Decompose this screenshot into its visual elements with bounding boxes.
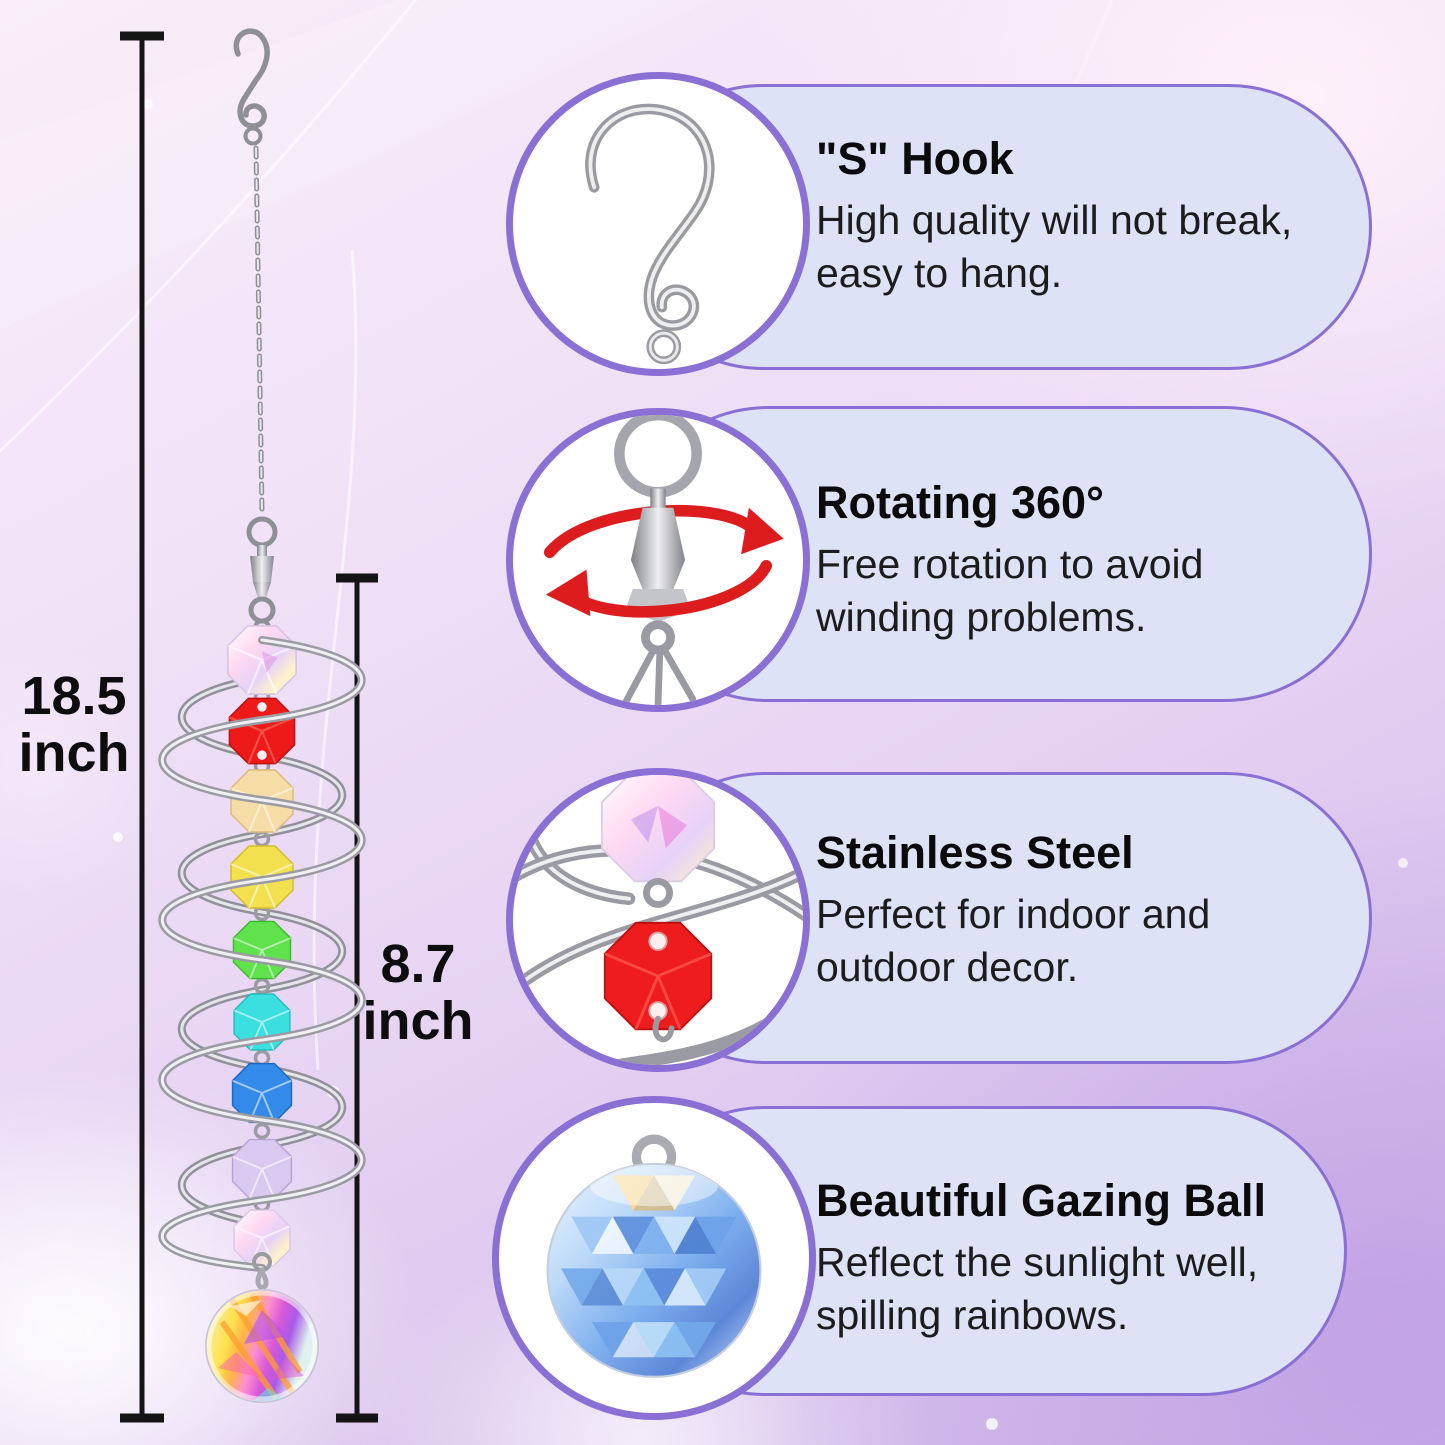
red-crystal-octagon: [603, 921, 713, 1031]
feature-line: Perfect for indoor and: [816, 891, 1211, 937]
sparkle: [1398, 858, 1408, 868]
feature-text-s-hook: "S" Hook High quality will not break, ea…: [816, 134, 1386, 300]
dimension-label-total: 18.5 inch: [6, 668, 142, 782]
chain: [253, 145, 265, 515]
feature-title: Rotating 360°: [816, 477, 1105, 528]
feature-line: High quality will not break,: [816, 197, 1293, 243]
feature-title: "S" Hook: [816, 133, 1014, 184]
dimension-unit: inch: [362, 991, 474, 1051]
sparkle: [143, 99, 153, 109]
feature-title: Stainless Steel: [816, 827, 1134, 878]
sparkle: [986, 1418, 998, 1430]
s-hook: [233, 28, 270, 146]
glow: [0, 640, 170, 900]
feature-image-rotating: [506, 408, 810, 712]
light-streak-curved: [312, 249, 358, 1071]
feature-line: winding problems.: [816, 594, 1147, 640]
feature-image-s-hook: [506, 72, 810, 376]
bead-red: [228, 697, 296, 765]
feature-text-rotating: Rotating 360° Free rotation to avoid win…: [816, 478, 1386, 644]
crystal-beads: [227, 625, 297, 1267]
feature-text-stainless: Stainless Steel Perfect for indoor and o…: [816, 828, 1386, 994]
wind-spinner-product: [120, 28, 378, 1423]
gazing-ball-icon: [546, 1134, 762, 1378]
spiral-back: [178, 674, 346, 1228]
dimension-unit: inch: [18, 723, 130, 783]
rotating-swivel: [246, 516, 278, 637]
bead-green: [232, 920, 292, 980]
feature-image-gazing-ball: [492, 1096, 816, 1420]
light-beam: [0, 0, 713, 330]
spiral-front: [158, 636, 366, 1272]
light-streak: [0, 0, 418, 454]
feature-line: easy to hang.: [816, 250, 1063, 296]
dimension-label-spiral: 8.7 inch: [356, 936, 480, 1050]
rotating-swivel-icon: [543, 415, 784, 705]
feature-image-stainless: [506, 768, 810, 1072]
ab-crystal-octagon: [600, 775, 716, 883]
stainless-spiral-icon: [513, 775, 803, 1065]
gazing-ball: [205, 1252, 319, 1403]
dimension-line-total: [120, 31, 164, 1423]
bead-blue: [231, 1062, 293, 1124]
feature-line: spilling rainbows.: [816, 1292, 1129, 1338]
dimension-value: 8.7: [380, 934, 456, 994]
bead-iridescent-bottom: [233, 1209, 291, 1267]
feature-line: outdoor decor.: [816, 944, 1079, 990]
s-hook-icon: [585, 103, 715, 365]
feature-title: Beautiful Gazing Ball: [816, 1175, 1267, 1226]
feature-line: Free rotation to avoid: [816, 541, 1204, 587]
feature-line: Reflect the sunlight well,: [816, 1239, 1259, 1285]
sparkle: [113, 832, 123, 842]
dimension-value: 18.5: [21, 666, 127, 726]
feature-text-gazing-ball: Beautiful Gazing Ball Reflect the sunlig…: [816, 1176, 1386, 1342]
dimension-line-spiral: [336, 573, 378, 1423]
bead-lilac: [231, 1138, 293, 1200]
